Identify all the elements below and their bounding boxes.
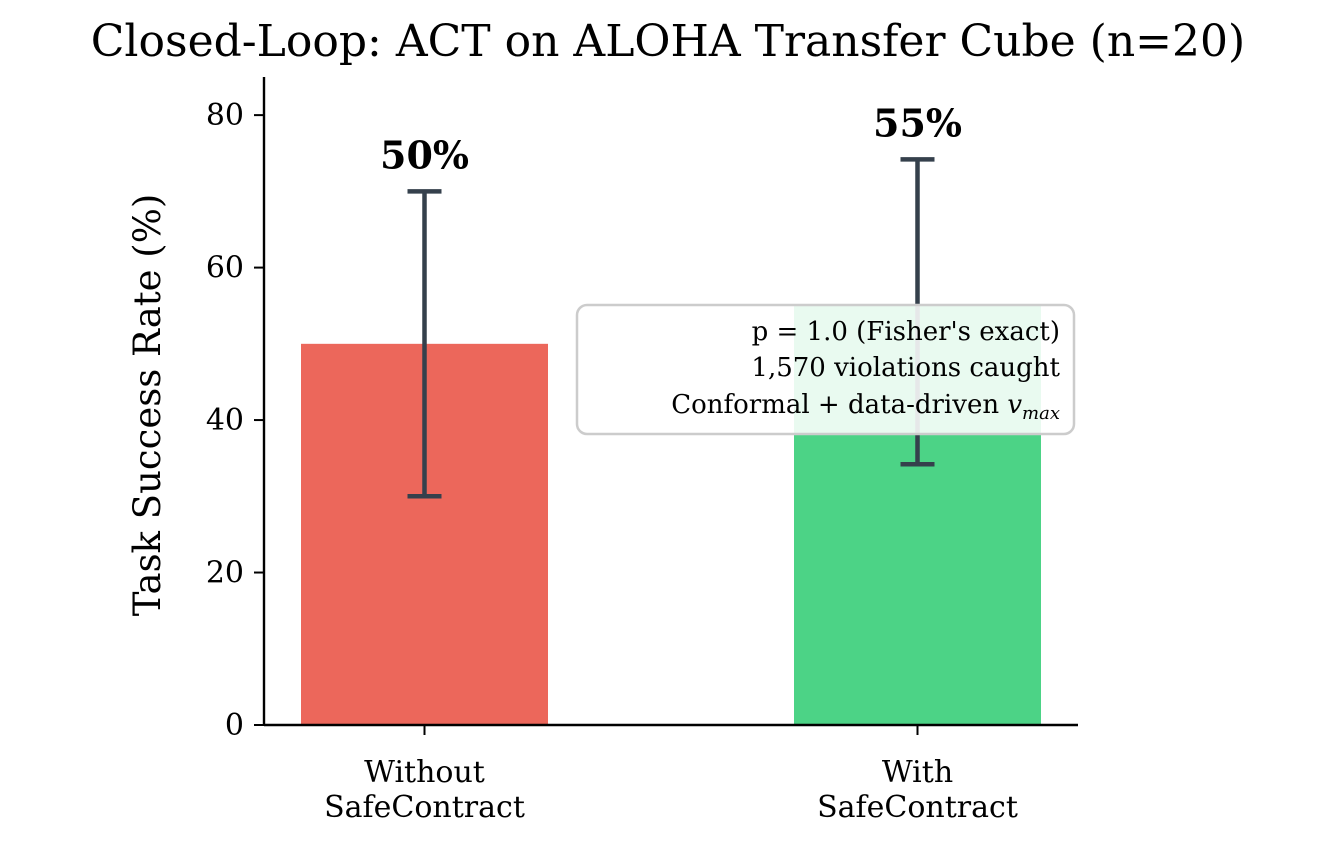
annotation-line-1: p = 1.0 (Fisher's exact) xyxy=(752,317,1060,347)
y-tick-label: 40 xyxy=(206,403,244,438)
x-tick-label: SafeContract xyxy=(817,790,1018,825)
bar-value-label: 55% xyxy=(873,100,962,145)
y-tick-label: 20 xyxy=(206,556,244,591)
annotation-line-2: 1,570 violations caught xyxy=(751,353,1060,383)
y-tick-label: 60 xyxy=(206,251,244,286)
bar-value-labels: 50% 55% xyxy=(380,100,962,177)
stats-annotation: p = 1.0 (Fisher's exact) 1,570 violation… xyxy=(575,303,1076,436)
y-tick-label: 0 xyxy=(225,708,244,743)
y-axis-ticks: 0 20 40 60 80 xyxy=(206,98,264,743)
bar-value-label: 50% xyxy=(380,132,469,177)
y-axis-label: Task Success Rate (%) xyxy=(126,194,169,617)
annotation-line-3-text: Conformal + data-driven xyxy=(671,390,1007,420)
x-tick-label: With xyxy=(882,755,953,790)
annotation-line-3: Conformal + data-driven vmax xyxy=(671,390,1060,424)
x-tick-label: Without xyxy=(364,755,485,790)
x-tick-label: SafeContract xyxy=(324,790,525,825)
annotation-math-sub: max xyxy=(1022,403,1060,424)
annotation-box xyxy=(575,303,1076,436)
y-tick-label: 80 xyxy=(206,98,244,133)
chart-title: Closed-Loop: ACT on ALOHA Transfer Cube … xyxy=(91,16,1245,67)
annotation-math-var: v xyxy=(1007,390,1022,420)
